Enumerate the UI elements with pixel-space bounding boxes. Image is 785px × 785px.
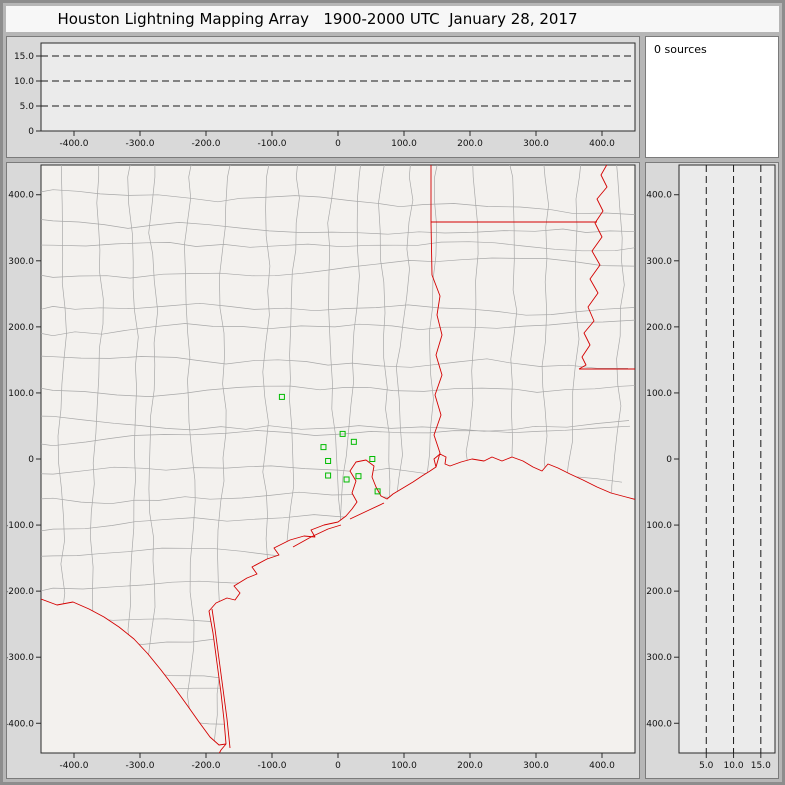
x-tick-label: -300.0 (125, 139, 154, 149)
y-tick-label: -200.0 (7, 587, 34, 597)
x-tick-label: 5.0 (699, 761, 714, 771)
y-tick-label: 100.0 (8, 389, 34, 399)
map-layers (41, 165, 635, 753)
x-tick-label: -100.0 (257, 761, 286, 771)
y-tick-label: 100.0 (646, 389, 672, 399)
x-tick-label: -200.0 (191, 139, 220, 149)
x-tick-label: 0 (335, 761, 341, 771)
x-tick-label: -400.0 (59, 139, 88, 149)
plan-view-map-chart[interactable]: 400.0 300.0 200.0 100.0 0 -100.0 -200.0 -300.0 -… (7, 163, 639, 778)
y-tick-label: 200.0 (646, 323, 672, 333)
y-tick-label: 200.0 (8, 323, 34, 333)
y-tick-label: 15.0 (14, 52, 34, 62)
y-tick-label: 0 (28, 127, 34, 137)
state-boundaries-and-coastline (41, 165, 635, 753)
y-tick-label: 5.0 (20, 102, 35, 112)
plot-area[interactable] (40, 164, 636, 754)
x-tick-label: 400.0 (589, 761, 615, 771)
x-tick-label: 100.0 (391, 139, 417, 149)
height-eastwest-panel: 0 5.0 10.0 15.0 -400.0 -300.0 -200.0 -100.0 0 100… (6, 36, 640, 158)
y-tick-label: -300.0 (646, 653, 672, 663)
y-tick-label: 0 (28, 455, 34, 465)
y-tick-label: 400.0 (8, 191, 34, 201)
y-tick-label: -300.0 (7, 653, 34, 663)
plan-view-map-panel: 400.0 300.0 200.0 100.0 0 -100.0 -200.0 -300.0 -… (6, 162, 640, 779)
plot-area[interactable] (40, 42, 636, 132)
y-tick-label: -100.0 (646, 521, 672, 531)
x-tick-label: -100.0 (257, 139, 286, 149)
x-tick-label: 100.0 (391, 761, 417, 771)
x-tick-label: 200.0 (457, 139, 483, 149)
height-northsouth-panel: 400.0 300.0 200.0 100.0 0 -100.0 -200.0 -300.0 -… (645, 162, 779, 779)
lma-station-marker (350, 438, 357, 445)
y-tick-label: -400.0 (646, 719, 672, 729)
y-tick-label: 10.0 (14, 77, 34, 87)
county-boundaries (41, 165, 635, 745)
lma-stations (278, 393, 381, 495)
x-tick-label: 15.0 (751, 761, 771, 771)
lma-station-marker (320, 444, 327, 451)
y-tick-label: -200.0 (646, 587, 672, 597)
x-tick-label: -400.0 (59, 761, 88, 771)
sources-count-panel: 0 sources (645, 36, 779, 158)
x-tick-label: 0 (335, 139, 341, 149)
lma-station-marker (355, 473, 362, 480)
height-eastwest-chart[interactable]: 0 5.0 10.0 15.0 -400.0 -300.0 -200.0 -100.0 0 100… (7, 37, 639, 157)
lma-station-marker (374, 488, 381, 495)
y-tick-label: -400.0 (7, 719, 34, 729)
y-tick-label: -100.0 (7, 521, 34, 531)
height-northsouth-chart[interactable]: 400.0 300.0 200.0 100.0 0 -100.0 -200.0 -300.0 -… (646, 163, 778, 778)
y-tick-label: 300.0 (646, 257, 672, 267)
lma-station-marker (325, 457, 332, 464)
lma-station-marker (343, 476, 350, 483)
lma-station-marker (339, 430, 346, 437)
x-tick-label: 200.0 (457, 761, 483, 771)
y-tick-label: 0 (666, 455, 672, 465)
x-tick-label: -300.0 (125, 761, 154, 771)
lma-station-marker (369, 456, 376, 462)
lma-station-marker (325, 472, 332, 479)
y-tick-label: 300.0 (8, 257, 34, 267)
y-tick-label: 400.0 (646, 191, 672, 201)
plot-area[interactable] (678, 164, 776, 754)
x-tick-label: 400.0 (589, 139, 615, 149)
x-tick-label: 10.0 (724, 761, 744, 771)
page-title: Houston Lightning Mapping Array 1900-200… (6, 6, 779, 32)
lma-station-marker (278, 393, 285, 400)
x-tick-label: -200.0 (191, 761, 220, 771)
x-tick-label: 300.0 (523, 761, 549, 771)
x-tick-label: 300.0 (523, 139, 549, 149)
sources-count-label: 0 sources (654, 43, 707, 56)
